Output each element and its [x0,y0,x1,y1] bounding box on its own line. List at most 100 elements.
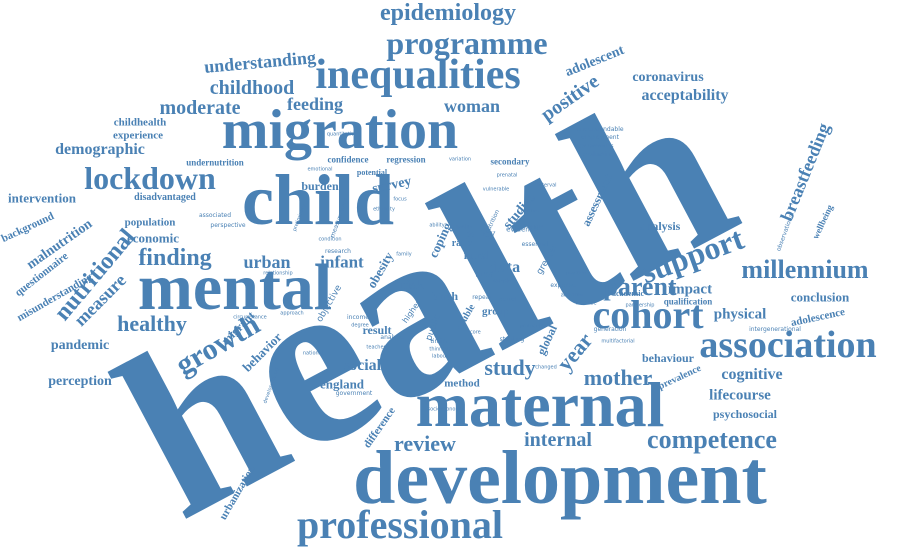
word-cloud-term: burden [301,179,339,193]
word-cloud-term: essential [521,241,549,248]
word-cloud-term: behaviour [641,351,695,365]
word-cloud-term: secondary [490,156,530,167]
word-cloud-term: risk [400,278,424,293]
word-cloud-term: confidence [327,154,369,165]
word-cloud-term: perception [48,374,112,389]
word-cloud-term: lifecourse [709,387,771,404]
word-cloud-term: expense [550,282,576,289]
word-cloud-term: relationship [263,270,293,277]
word-cloud-term: associated [198,212,232,219]
word-cloud-term: circumstance [233,314,267,321]
word-cloud-term: score [467,329,481,336]
word-cloud-term: population [124,216,176,229]
word-cloud-term: infant [320,252,364,272]
word-cloud-term: focus [393,196,407,203]
word-cloud-term: rural [463,248,491,262]
word-cloud-term: social [342,357,382,374]
word-cloud-term: feeding [287,94,343,114]
word-cloud-term: approach [280,310,304,317]
word-cloud-term: repeat [472,294,492,301]
word-cloud-term: acceptability [641,87,729,104]
word-cloud-term: child [241,160,395,240]
word-cloud-term: coronavirus [632,70,704,85]
word-cloud-term: stunting [499,336,525,343]
word-cloud-term: income [347,314,369,321]
word-cloud-term: result [362,323,392,337]
word-cloud-term: wellbeing [810,203,835,241]
word-cloud-term: conclusion [790,289,850,305]
word-cloud-term: intergenerational [749,326,801,333]
word-cloud-term: ethnicity [373,206,395,213]
word-cloud-term: association [699,324,877,366]
word-cloud-term: mother [583,365,653,390]
word-cloud-term: review [394,431,456,456]
word-cloud-term: millennium [741,255,869,284]
word-cloud-term: changed [535,364,557,371]
word-cloud-term: study [484,355,536,380]
word-cloud-term: labour [432,353,448,360]
word-cloud-term: method [444,377,480,390]
word-cloud-term: woman [443,96,501,116]
word-cloud-term: competencies [578,143,614,150]
word-cloud-term: childhood [209,77,295,99]
word-cloud-term: analysis [639,219,681,233]
word-cloud-term: england [319,376,365,392]
word-cloud-term: increase [575,300,597,307]
word-cloud-term: epidemiology [380,0,516,26]
word-cloud-term: understandable [576,126,624,133]
word-cloud-term: qualification [663,296,713,307]
word-cloud-term: generation [593,326,627,333]
word-cloud-term: partnership [625,302,655,309]
word-cloud-term: prenatal [496,172,518,179]
word-cloud-term: degree [351,322,369,329]
word-cloud-term: ability [429,222,445,229]
word-cloud-term: interval [537,182,557,189]
word-cloud-term: disadvantaged [134,192,196,203]
word-cloud-term: physical [713,306,767,323]
word-cloud-term: impact [667,281,713,298]
word-cloud-term: activities [560,292,584,299]
word-cloud-term: intervention [8,190,76,206]
word-cloud-term: variation [448,156,472,163]
word-cloud-term: maternal [415,369,665,440]
word-cloud-term: regression [386,154,426,165]
word-cloud-term: evaluating [582,151,614,158]
word-cloud-term: academic [612,289,644,298]
word-cloud-term: weight [526,224,544,231]
word-cloud-term: internal [524,429,592,451]
word-cloud-term: timing [430,338,450,345]
word-cloud-term: programme [386,25,548,61]
word-cloud-term: migration [221,99,459,161]
word-cloud-term: economic [127,230,179,246]
word-cloud-term: psychosocial [712,407,778,421]
word-cloud-term: background [0,210,56,245]
word-cloud-term: cognitive [721,366,783,383]
word-cloud-term: government [335,390,373,397]
word-cloud-term: mental [137,251,333,324]
word-cloud-term: partner [520,208,540,215]
word-cloud-term: development [353,436,767,520]
word-cloud-term: healthy [117,311,187,336]
word-cloud-term: parent [603,272,677,301]
word-cloud-term: condition [318,236,342,243]
word-cloud-term: emotional [307,166,333,173]
word-cloud-term: employment [581,134,619,141]
word-cloud-term: data [489,259,521,276]
word-cloud-term: understanding [203,47,317,77]
word-cloud-term: demographic [55,141,145,158]
word-cloud-term: area [475,269,495,280]
word-cloud-term: policy [464,226,496,240]
word-cloud-term: urban [243,252,291,272]
word-cloud-term: moderate [159,97,241,119]
word-cloud-term: quantitative [326,131,358,138]
word-cloud-term: birth [431,289,459,303]
word-cloud-term: inequalities [315,52,521,98]
word-cloud-term: multifactorial [601,338,635,345]
word-cloud-term: pandemic [50,338,110,353]
word-cloud-term: sample [492,278,512,285]
word-cloud-term: childhealth [113,116,167,129]
word-cloud-term: evidence [506,225,538,234]
word-cloud-term: socioeconomic [427,406,465,413]
word-cloud-term: quality [455,224,473,231]
